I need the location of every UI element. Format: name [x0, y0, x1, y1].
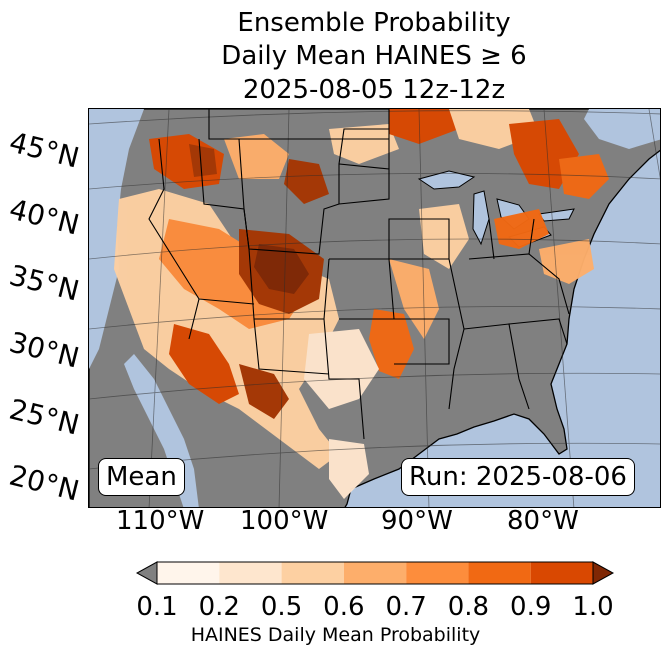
colorbar-tick-label: 0.5	[260, 592, 303, 622]
atlantic-inlet	[584, 109, 660, 149]
colorbar-over-arrow	[592, 561, 615, 585]
colorbar-segment	[219, 562, 282, 584]
title-line-3: 2025-08-05 12z-12z	[242, 75, 506, 105]
title-line-1: Ensemble Probability	[237, 8, 511, 38]
map-panel	[88, 108, 661, 508]
colorbar-tick-label: 0.6	[323, 592, 365, 622]
colorbar-tick-label: 0.2	[198, 592, 240, 622]
colorbar-segment	[530, 562, 593, 584]
state-borders	[148, 109, 570, 440]
lon-label-100w: 100°W	[240, 506, 329, 536]
colorbar-tick-label: 0.9	[510, 592, 552, 622]
lat-label-30: 30°N	[6, 325, 83, 375]
lon-label-90w: 90°W	[381, 506, 453, 536]
colorbar-under-arrow	[135, 561, 158, 585]
colorbar-frame	[156, 561, 594, 585]
lat-label-35: 35°N	[6, 258, 83, 308]
colorbar	[135, 561, 615, 585]
probability-map	[89, 109, 660, 507]
run-label: Run: 2025-08-06	[401, 458, 635, 496]
lat-label-40: 40°N	[6, 192, 83, 242]
lon-label-110w: 110°W	[116, 506, 205, 536]
colorbar-segment	[281, 562, 344, 584]
lat-label-20: 20°N	[6, 458, 83, 508]
mean-label: Mean	[98, 458, 185, 496]
colorbar-tick-label: 1.0	[572, 592, 614, 622]
lat-label-25: 25°N	[6, 392, 83, 442]
colorbar-segment	[406, 562, 469, 584]
colorbar-tick-label: 0.1	[136, 592, 178, 622]
title-line-2: Daily Mean HAINES ≥ 6	[221, 41, 527, 71]
lat-label-45: 45°N	[6, 125, 83, 175]
colorbar-segment	[343, 562, 407, 584]
colorbar-label: HAINES Daily Mean Probability	[190, 624, 481, 646]
colorbar-segment	[468, 562, 531, 584]
colorbar-segment	[157, 562, 220, 584]
lon-label-80w: 80°W	[507, 506, 579, 536]
colorbar-tick-label: 0.8	[447, 592, 490, 622]
colorbar-tick-label: 0.7	[385, 592, 427, 622]
